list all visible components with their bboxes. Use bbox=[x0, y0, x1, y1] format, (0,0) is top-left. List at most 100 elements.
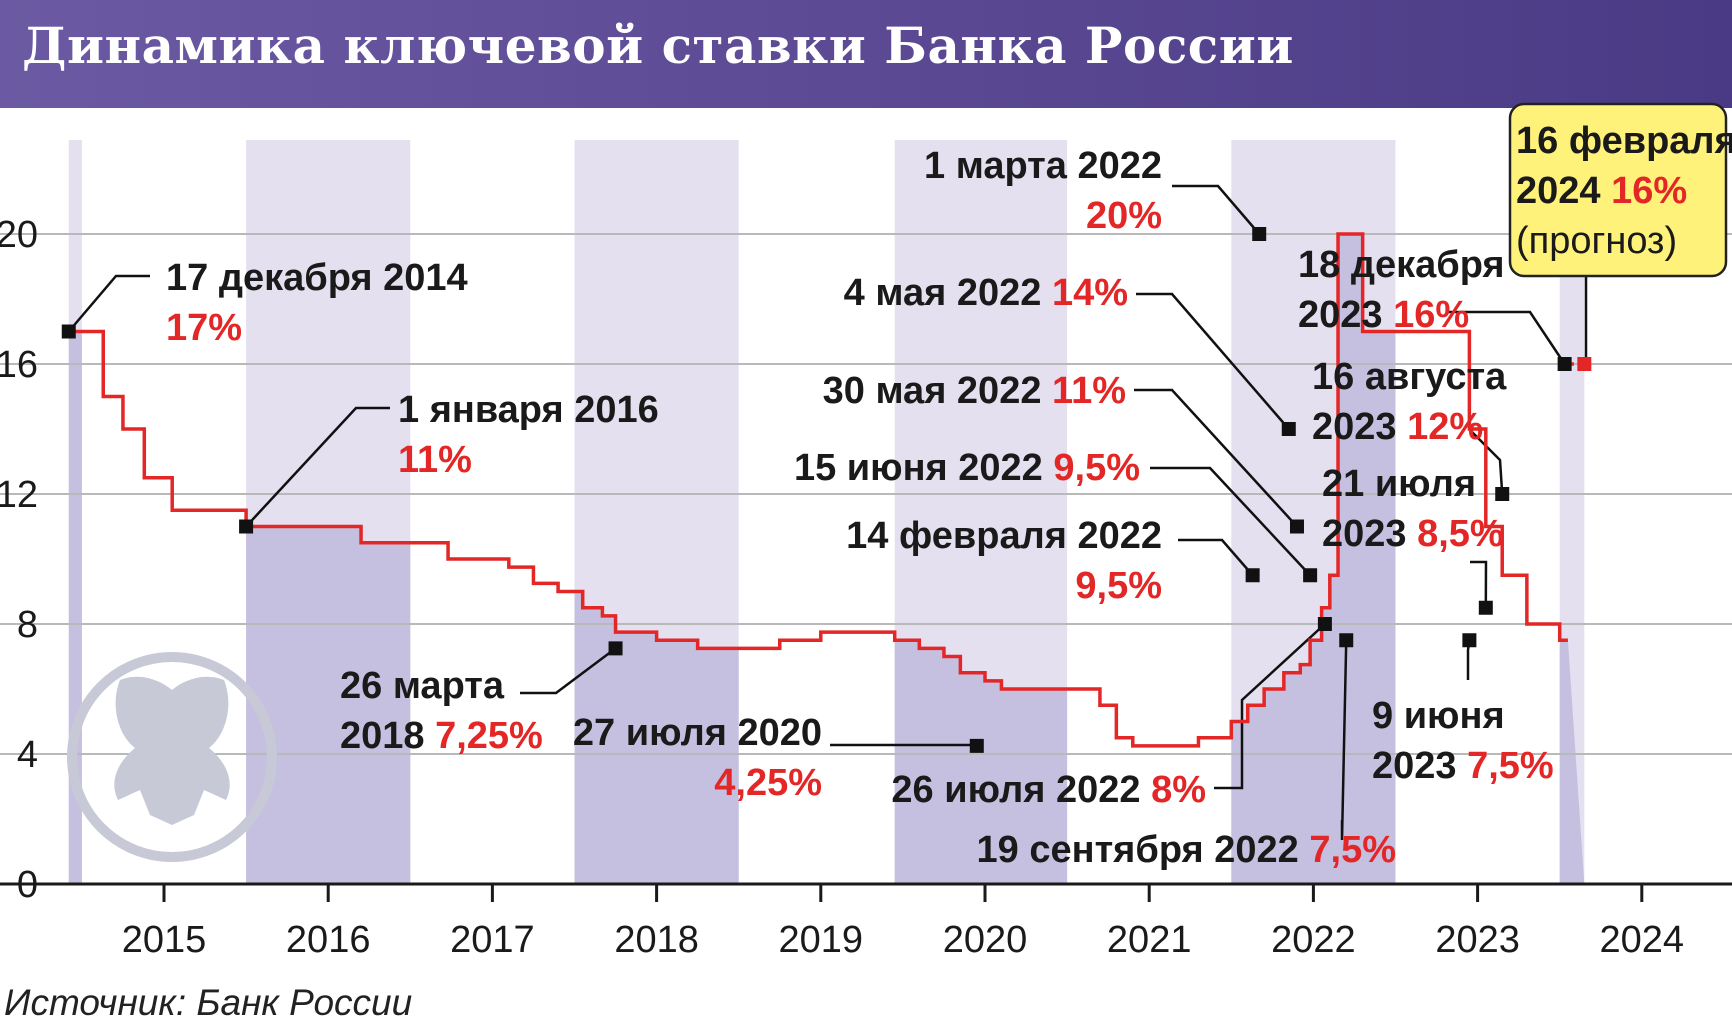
annotation: 1 января 2016 11% bbox=[398, 389, 659, 481]
x-tick-label: 2016 bbox=[286, 919, 371, 961]
leader-line bbox=[1214, 623, 1326, 790]
annotation-line: 26 июля 2022 8% bbox=[891, 769, 1206, 811]
rate-marker bbox=[1289, 519, 1304, 534]
annotation-rate: 9,5% bbox=[1075, 565, 1162, 607]
annotation-year: 2018 bbox=[340, 715, 435, 757]
annotation-date-line: 9 июня bbox=[1372, 695, 1505, 737]
x-tick-label: 2015 bbox=[122, 919, 207, 961]
source-note: Источник: Банк России bbox=[4, 982, 413, 1023]
annotation-year: 2023 bbox=[1312, 406, 1407, 448]
annotation-rate: 4,25% bbox=[714, 762, 822, 804]
annotation-rate-line: 2023 12% bbox=[1312, 406, 1483, 448]
annotation-date: 4 мая 2022 bbox=[844, 272, 1052, 314]
year-bands bbox=[68, 140, 1585, 884]
annotation-date-line: 18 декабря bbox=[1298, 244, 1505, 286]
annotation-date: 1 января 2016 bbox=[398, 389, 659, 431]
leader-line bbox=[1134, 388, 1298, 528]
band-fill bbox=[894, 640, 1068, 884]
rate-marker bbox=[1462, 633, 1477, 648]
leader-line bbox=[1446, 310, 1566, 365]
annotation-rate-line: 2023 8,5% bbox=[1322, 513, 1504, 555]
annotation-date: 18 декабря bbox=[1298, 244, 1505, 286]
annotation-rate: 7,5% bbox=[1467, 745, 1554, 787]
y-tick-label: 4 bbox=[17, 734, 38, 776]
x-tick-label: 2024 bbox=[1600, 919, 1685, 961]
annotation-rate: 12% bbox=[1407, 406, 1483, 448]
annotation-rate: 16% bbox=[1611, 170, 1687, 212]
rate-marker bbox=[969, 738, 984, 753]
rate-marker bbox=[1495, 487, 1510, 501]
annotation: 16 августа 2023 12% bbox=[1312, 356, 1507, 448]
double-headed-eagle-icon bbox=[67, 652, 277, 862]
band-fill bbox=[1231, 234, 1396, 884]
annotation: 30 мая 2022 11% bbox=[823, 370, 1126, 412]
annotation: 19 сентября 2022 7,5% bbox=[977, 829, 1396, 871]
leader-line bbox=[1136, 292, 1290, 430]
x-tick-label: 2020 bbox=[943, 919, 1028, 961]
forecast-box-bg bbox=[1508, 102, 1728, 278]
annotation-date-line: 21 июля bbox=[1322, 463, 1476, 505]
annotation-date: 14 февраля 2022 bbox=[846, 515, 1162, 557]
annotation-year: 2023 bbox=[1322, 513, 1417, 555]
annotation-date: 16 февраля bbox=[1516, 120, 1732, 162]
annotation-rate-line: 2023 7,5% bbox=[1372, 745, 1554, 787]
annotation-year: 2023 bbox=[1298, 294, 1393, 336]
annotation-rate: 16% bbox=[1393, 294, 1469, 336]
annotation-date: 26 марта bbox=[340, 665, 505, 707]
annotation-rate: 8,5% bbox=[1417, 513, 1504, 555]
annotation: 1 марта 2022 20% bbox=[924, 145, 1162, 237]
annotation-rate-line: 17% bbox=[166, 307, 242, 349]
leader-line bbox=[520, 647, 617, 695]
annotation-rate: 11% bbox=[398, 439, 472, 481]
y-tick-label: 8 bbox=[17, 604, 38, 646]
annotation-rate-line: 4,25% bbox=[714, 762, 822, 804]
annotation-date: 9 июня bbox=[1372, 695, 1505, 737]
leader-line bbox=[1340, 640, 1348, 841]
annotation-rate-line: 2018 7,25% bbox=[340, 715, 543, 757]
tick-labels: 0 4 8 12 16 20 2015 2016 2017 2018 2019 2020 2021 202… bbox=[0, 214, 1684, 961]
y-tick-label: 16 bbox=[0, 344, 38, 386]
x-tick-label: 2022 bbox=[1271, 919, 1356, 961]
annotation-rate: 14% bbox=[1052, 272, 1128, 314]
annotation-date-line: 26 марта bbox=[340, 665, 505, 707]
axes bbox=[0, 882, 1732, 902]
annotation-connectors bbox=[67, 184, 1588, 841]
annotation-date-line: 27 июля 2020 bbox=[573, 712, 822, 754]
leader-line bbox=[1172, 184, 1261, 235]
annotation-date: 21 июля bbox=[1322, 463, 1476, 505]
annotation: 26 марта 2018 7,25% bbox=[340, 665, 543, 757]
band-fill bbox=[1559, 640, 1585, 884]
annotation-date-line: 1 января 2016 bbox=[398, 389, 659, 431]
rate-marker bbox=[239, 519, 254, 534]
rate-marker bbox=[61, 324, 76, 339]
rate-marker bbox=[1252, 227, 1267, 241]
rate-marker bbox=[1303, 568, 1318, 583]
annotation-line: 15 июня 2022 9,5% bbox=[794, 447, 1140, 489]
band-fill bbox=[574, 591, 739, 884]
leader-line bbox=[1470, 560, 1488, 608]
annotation-rate: 9,5% bbox=[1053, 447, 1140, 489]
annotation: 15 июня 2022 9,5% bbox=[794, 447, 1140, 489]
forecast-note: (прогноз) bbox=[1516, 220, 1677, 262]
leader-line bbox=[1178, 538, 1254, 577]
annotation-line: 4 мая 2022 14% bbox=[844, 272, 1128, 314]
emblem-ring bbox=[67, 652, 277, 862]
grid-lines bbox=[0, 233, 1732, 755]
rate-marker bbox=[1317, 617, 1332, 631]
annotation-rate-line: 2023 16% bbox=[1298, 294, 1469, 336]
annotation-date-line: 1 марта 2022 bbox=[924, 145, 1162, 187]
rate-marker bbox=[1339, 633, 1354, 648]
annotation-line: 30 мая 2022 11% bbox=[823, 370, 1126, 412]
annotations: 17 декабря 2014 17% 1 января 2016 11% 26 мар… bbox=[166, 120, 1732, 871]
leader-line bbox=[1583, 276, 1588, 370]
annotation: 4 мая 2022 14% bbox=[844, 272, 1128, 314]
annotation-date: 15 июня 2022 bbox=[794, 447, 1053, 489]
annotation-date-line: 16 февраля bbox=[1516, 120, 1732, 162]
annotation-date: 30 мая 2022 bbox=[823, 370, 1052, 412]
x-tick-label: 2018 bbox=[614, 919, 699, 961]
x-tick-label: 2017 bbox=[450, 919, 535, 961]
annotation: 17 декабря 2014 17% bbox=[166, 257, 468, 349]
rate-marker bbox=[1557, 357, 1572, 371]
rate-marker bbox=[608, 641, 623, 656]
